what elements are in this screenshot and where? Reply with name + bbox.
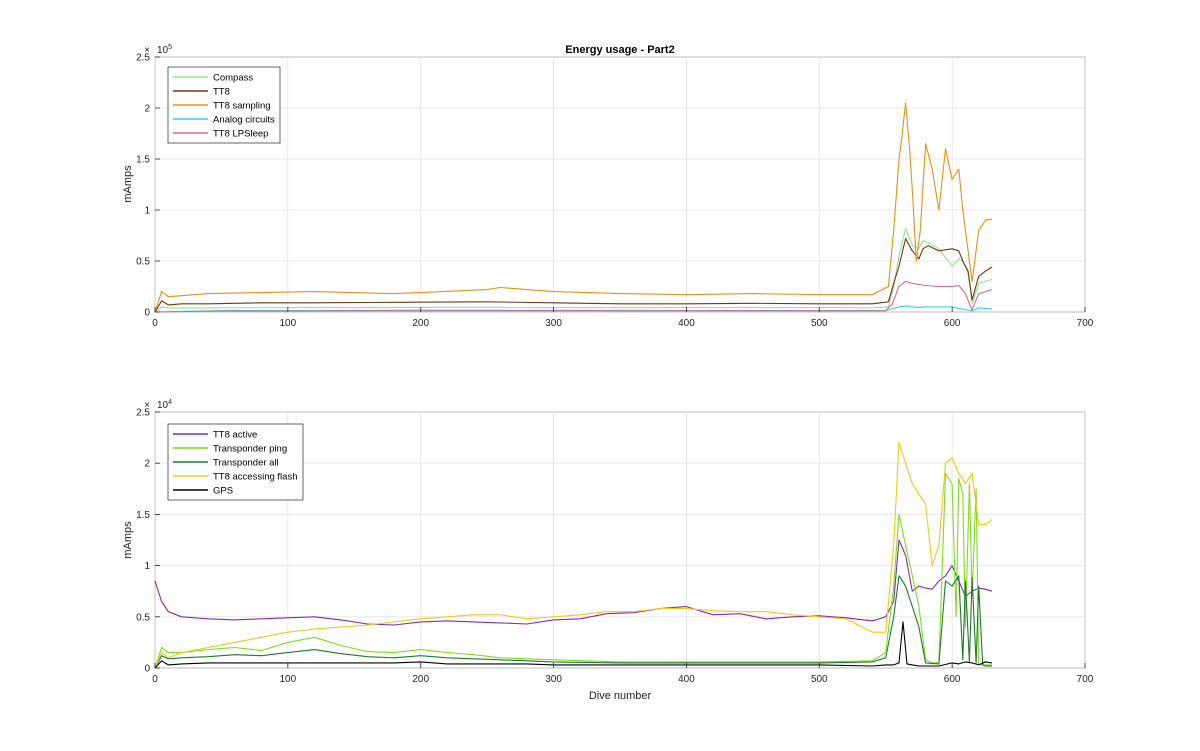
top-ticks: 0 100 200 300 400 500 600 700 0 0.5 1 1.5 2 2.5 — [136, 53, 1094, 330]
top-legend: Compass TT8 TT8 sampling Analog circuits TT8… — [167, 66, 281, 144]
x-tick-label: 500 — [811, 318, 828, 329]
bottom-x-axis-label: Dive number — [589, 690, 652, 702]
bottom-y-exponent-times: × — [144, 400, 150, 411]
bottom-ticks: 0 100 200 300 400 500 600 700 0 0.5 1 1.5 2 2.5 — [136, 408, 1094, 686]
legend-label: Transponder ping — [213, 444, 287, 455]
y-tick-label: 2 — [144, 104, 150, 115]
y-tick-label: 0.5 — [136, 257, 150, 268]
x-tick-label: 100 — [280, 318, 297, 329]
legend-label: Analog circuits — [213, 115, 275, 126]
x-tick-label: 600 — [944, 674, 961, 685]
legend-label: Transponder all — [213, 458, 279, 469]
x-tick-label: 500 — [811, 674, 828, 685]
y-tick-label: 0 — [144, 664, 150, 675]
series-line-tt8-sampling — [154, 102, 993, 313]
legend-label: TT8 active — [213, 430, 257, 441]
top-y-exponent: 105 — [157, 44, 172, 56]
legend-label: Compass — [213, 73, 253, 84]
y-tick-label: 0.5 — [136, 612, 150, 623]
y-tick-label: 1 — [144, 206, 150, 217]
legend-label: GPS — [213, 486, 233, 497]
top-y-axis-label: mAmps — [122, 165, 134, 203]
y-tick-label: 2 — [144, 459, 150, 470]
series-line-transponder-ping — [154, 472, 992, 669]
y-tick-label: 1 — [144, 561, 150, 572]
x-tick-label: 300 — [545, 674, 562, 685]
series-line-tt8-accessing-flash — [154, 442, 993, 669]
y-tick-label: 2.5 — [136, 408, 150, 419]
legend-label: TT8 LPSleep — [213, 129, 268, 140]
bottom-y-exponent: 104 — [157, 399, 172, 411]
x-tick-label: 0 — [152, 318, 158, 329]
x-tick-label: 0 — [152, 674, 158, 685]
x-tick-label: 600 — [944, 318, 961, 329]
top-chart: Energy usage - Part2 0 100 200 300 400 500 600… — [122, 44, 1094, 329]
series-line-analog-circuits — [154, 305, 993, 313]
legend-label: TT8 sampling — [213, 101, 271, 112]
x-tick-label: 100 — [280, 674, 297, 685]
y-tick-label: 1.5 — [136, 510, 150, 521]
top-plot-area — [154, 56, 1086, 313]
bottom-legend: TT8 active Transponder ping Transponder al… — [167, 423, 304, 501]
y-tick-label: 0 — [144, 308, 150, 319]
x-tick-label: 200 — [412, 674, 429, 685]
legend-label: TT8 accessing flash — [213, 472, 297, 483]
x-tick-label: 400 — [678, 318, 695, 329]
y-tick-label: 1.5 — [136, 155, 150, 166]
x-tick-label: 700 — [1077, 674, 1094, 685]
x-tick-label: 300 — [545, 318, 562, 329]
series-line-tt8-active — [154, 539, 993, 626]
legend-label: TT8 — [213, 87, 230, 98]
x-tick-label: 400 — [678, 674, 695, 685]
bottom-chart: 0 100 200 300 400 500 600 700 0 0.5 1 1.5 2 2.5 104 ×… — [122, 399, 1094, 702]
series-line-transponder-all — [154, 575, 992, 669]
y-tick-label: 2.5 — [136, 53, 150, 64]
top-grid — [154, 56, 1086, 313]
series-line-tt8-lpsleep — [154, 280, 993, 313]
series-line-tt8 — [154, 238, 993, 313]
x-tick-label: 700 — [1077, 318, 1094, 329]
top-y-exponent-times: × — [144, 45, 150, 56]
bottom-y-axis-label: mAmps — [122, 521, 134, 559]
chart-title: Energy usage - Part2 — [565, 44, 674, 56]
top-series-group — [154, 102, 993, 313]
x-tick-label: 200 — [412, 318, 429, 329]
